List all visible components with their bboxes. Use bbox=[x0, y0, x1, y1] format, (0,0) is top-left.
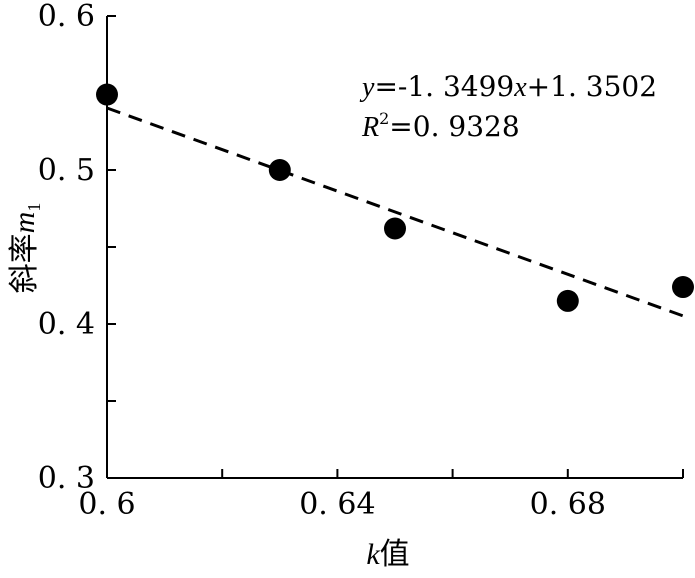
y-tick-label: 0. 3 bbox=[38, 461, 95, 496]
data-point bbox=[672, 276, 694, 299]
r2-value-text: =0. 9328 bbox=[389, 110, 519, 143]
trendline-group bbox=[106, 106, 684, 318]
r2-r-var: R bbox=[361, 112, 379, 143]
data-point bbox=[96, 83, 118, 106]
y-axis-title: 斜率m1 bbox=[7, 203, 44, 294]
x-axis-title: k值 bbox=[366, 537, 409, 572]
x-tick-label: 0. 6 bbox=[78, 487, 135, 522]
data-point bbox=[384, 217, 406, 240]
equation-y-var: y bbox=[359, 72, 375, 103]
y-tick-label: 0. 4 bbox=[38, 307, 95, 342]
equation-annotation: y=-1. 3499x+1. 3502 bbox=[359, 70, 657, 103]
x-axis-title-var: k bbox=[366, 538, 380, 571]
y-axis-title-var: m bbox=[8, 212, 41, 234]
data-point bbox=[556, 289, 579, 312]
r2-superscript: 2 bbox=[379, 109, 389, 128]
equation-slope-text: =-1. 3499 bbox=[374, 70, 514, 103]
data-point bbox=[268, 159, 291, 181]
r2-annotation: R2=0. 9328 bbox=[361, 109, 520, 143]
x-ticks: 0. 6 0. 64 0. 68 bbox=[78, 469, 684, 522]
trendline bbox=[106, 106, 684, 318]
x-tick-label: 0. 68 bbox=[530, 487, 606, 522]
data-points bbox=[96, 83, 694, 312]
y-axis-title-sub: 1 bbox=[24, 203, 44, 212]
x-tick-label: 0. 64 bbox=[299, 487, 375, 522]
y-tick-label: 0. 6 bbox=[38, 0, 95, 34]
equation-intercept-text: +1. 3502 bbox=[527, 70, 657, 103]
y-tick-label: 0. 5 bbox=[38, 153, 95, 188]
y-axis-title-text: 斜率 bbox=[7, 233, 42, 293]
y-ticks: 0. 3 0. 4 0. 5 0. 6 bbox=[38, 0, 116, 496]
equation-x-var: x bbox=[513, 72, 527, 103]
axes: 0. 3 0. 4 0. 5 0. 6 0. 6 0. 64 0. 68 bbox=[38, 0, 684, 522]
x-axis-title-text: 值 bbox=[380, 537, 410, 572]
